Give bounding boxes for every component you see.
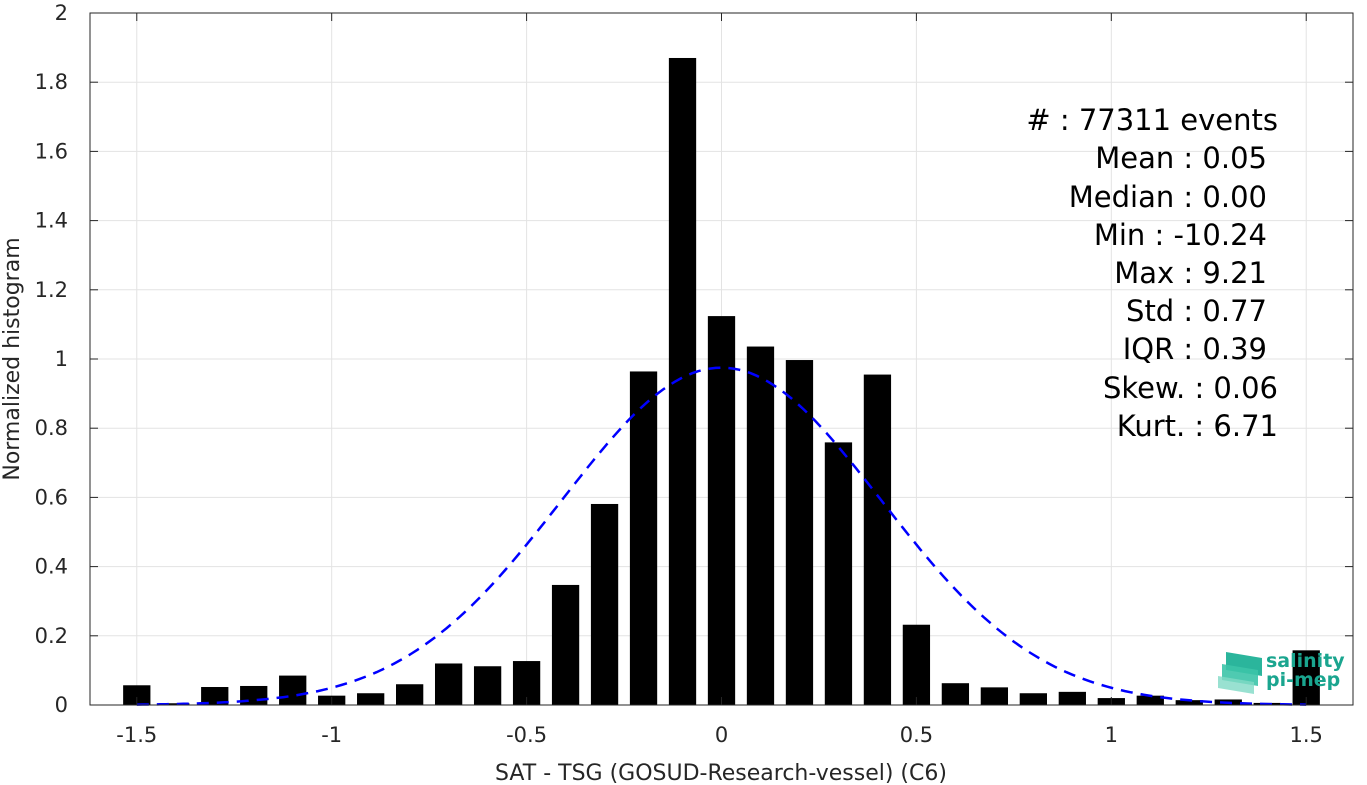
stat-max: Max : 9.21 xyxy=(1114,256,1267,290)
stat-mean: Mean : 0.05 xyxy=(1095,141,1267,175)
y-tick-label: 0.6 xyxy=(35,485,68,509)
y-tick-label: 2 xyxy=(55,1,68,25)
histogram-bar xyxy=(279,675,307,705)
histogram-bar xyxy=(902,624,931,705)
logo-line1: salinity xyxy=(1266,650,1345,672)
histogram-bar xyxy=(941,683,970,705)
x-tick-label: 0 xyxy=(715,723,728,747)
histogram-bar xyxy=(1292,650,1320,705)
stats-box: # : 77311 events Mean : 0.05 Median : 0.… xyxy=(1026,103,1278,443)
y-tick-label: 0.8 xyxy=(35,416,68,440)
histogram-bar xyxy=(551,584,580,705)
x-tick-label: 1.5 xyxy=(1290,723,1323,747)
histogram-bar xyxy=(863,374,892,705)
histogram-bar xyxy=(162,703,190,705)
histogram-bar xyxy=(746,346,775,705)
histogram-bar xyxy=(590,503,619,705)
stat-skew: Skew. : 0.06 xyxy=(1103,371,1278,405)
x-tick-label: -1.5 xyxy=(116,723,157,747)
histogram-bar xyxy=(434,663,463,705)
x-axis-ticks: -1.5 -1 -0.5 0 0.5 1 1.5 xyxy=(116,13,1323,747)
x-tick-label: 0.5 xyxy=(900,723,933,747)
x-tick-label: -1 xyxy=(321,723,342,747)
logo-line2: pi-mep xyxy=(1266,669,1340,691)
gaussian-fit-curve xyxy=(136,366,1307,706)
histogram-bar xyxy=(123,685,151,705)
x-tick-label: 1 xyxy=(1105,723,1118,747)
histogram-bar xyxy=(201,687,229,705)
x-tick-label: -0.5 xyxy=(506,723,547,747)
stat-median: Median : 0.00 xyxy=(1069,180,1267,214)
logo-wave-icon xyxy=(1218,652,1262,694)
histogram-bar xyxy=(1058,691,1086,705)
histogram-bar xyxy=(357,693,385,705)
stat-iqr: IQR : 0.39 xyxy=(1123,332,1267,366)
salinity-pi-mep-logo: salinity pi-mep xyxy=(1218,650,1345,694)
histogram-bar xyxy=(629,371,658,705)
histogram-bar xyxy=(1136,695,1164,705)
x-axis-label: SAT - TSG (GOSUD-Research-vessel) (C6) xyxy=(495,761,947,785)
histogram-bar xyxy=(1175,700,1203,705)
y-axis-ticks: 0 0.2 0.4 0.6 0.8 1 1.2 1.4 1.6 1.8 2 xyxy=(35,1,1353,717)
histogram-bar xyxy=(707,316,736,705)
y-tick-label: 1.6 xyxy=(35,139,68,163)
stat-min: Min : -10.24 xyxy=(1094,218,1267,252)
stat-kurt: Kurt. : 6.71 xyxy=(1117,409,1278,443)
histogram-bar xyxy=(1019,693,1047,705)
y-tick-label: 0.2 xyxy=(35,624,68,648)
histogram-bar xyxy=(980,687,1009,705)
y-tick-label: 1.4 xyxy=(35,209,68,233)
y-tick-label: 1.8 xyxy=(35,70,68,94)
y-tick-label: 1 xyxy=(55,347,68,371)
stat-events: # : 77311 events xyxy=(1026,103,1278,137)
stat-std: Std : 0.77 xyxy=(1126,294,1267,328)
histogram-bar xyxy=(473,666,502,705)
y-tick-label: 0 xyxy=(55,693,68,717)
y-tick-label: 1.2 xyxy=(35,278,68,302)
histogram-bar xyxy=(824,442,853,705)
histogram-bar xyxy=(396,684,424,705)
histogram-bar xyxy=(785,360,814,705)
y-axis-label: Normalized histogram xyxy=(0,237,25,480)
y-tick-label: 0.4 xyxy=(35,555,68,579)
